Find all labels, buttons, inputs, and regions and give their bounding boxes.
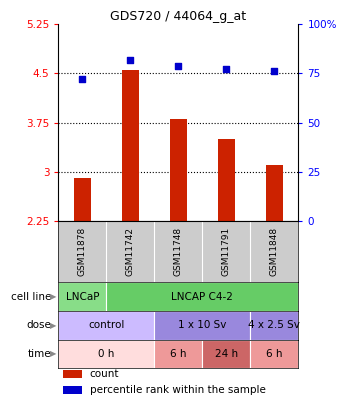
Bar	[106, 282, 298, 311]
Bar	[218, 139, 235, 221]
Text: ▶: ▶	[50, 350, 57, 358]
Text: GSM11791: GSM11791	[222, 227, 231, 276]
Bar	[250, 339, 298, 368]
Point	[128, 56, 133, 63]
Text: control: control	[88, 320, 125, 330]
Text: 4 x 2.5 Sv: 4 x 2.5 Sv	[248, 320, 300, 330]
Bar	[170, 119, 187, 221]
Point	[80, 76, 85, 83]
Text: count: count	[90, 369, 119, 379]
Text: GSM11878: GSM11878	[78, 227, 87, 276]
Text: ▶: ▶	[50, 292, 57, 301]
Text: 6 h: 6 h	[266, 349, 283, 359]
Bar	[154, 311, 250, 339]
Text: dose: dose	[26, 320, 51, 330]
Text: GSM11748: GSM11748	[174, 227, 183, 276]
Bar	[63, 370, 82, 378]
Text: cell line: cell line	[11, 292, 51, 302]
Text: LNCaP: LNCaP	[66, 292, 99, 302]
Point	[176, 62, 181, 69]
Bar	[154, 339, 202, 368]
Bar	[58, 339, 154, 368]
Text: time: time	[28, 349, 51, 359]
Text: 0 h: 0 h	[98, 349, 115, 359]
Title: GDS720 / 44064_g_at: GDS720 / 44064_g_at	[110, 10, 246, 23]
Bar	[58, 282, 106, 311]
Text: GSM11742: GSM11742	[126, 227, 135, 276]
Text: ▶: ▶	[50, 321, 57, 330]
Bar	[63, 386, 82, 394]
Bar	[266, 165, 283, 221]
Text: 24 h: 24 h	[215, 349, 238, 359]
Text: 1 x 10 Sv: 1 x 10 Sv	[178, 320, 227, 330]
Text: GSM11848: GSM11848	[270, 227, 279, 276]
Text: percentile rank within the sample: percentile rank within the sample	[90, 385, 265, 395]
Text: LNCAP C4-2: LNCAP C4-2	[172, 292, 233, 302]
Text: 6 h: 6 h	[170, 349, 187, 359]
Bar	[122, 70, 139, 221]
Bar	[58, 311, 154, 339]
Bar	[250, 311, 298, 339]
Bar	[74, 178, 91, 221]
Point	[272, 68, 277, 75]
Bar	[202, 339, 250, 368]
Point	[224, 66, 229, 73]
